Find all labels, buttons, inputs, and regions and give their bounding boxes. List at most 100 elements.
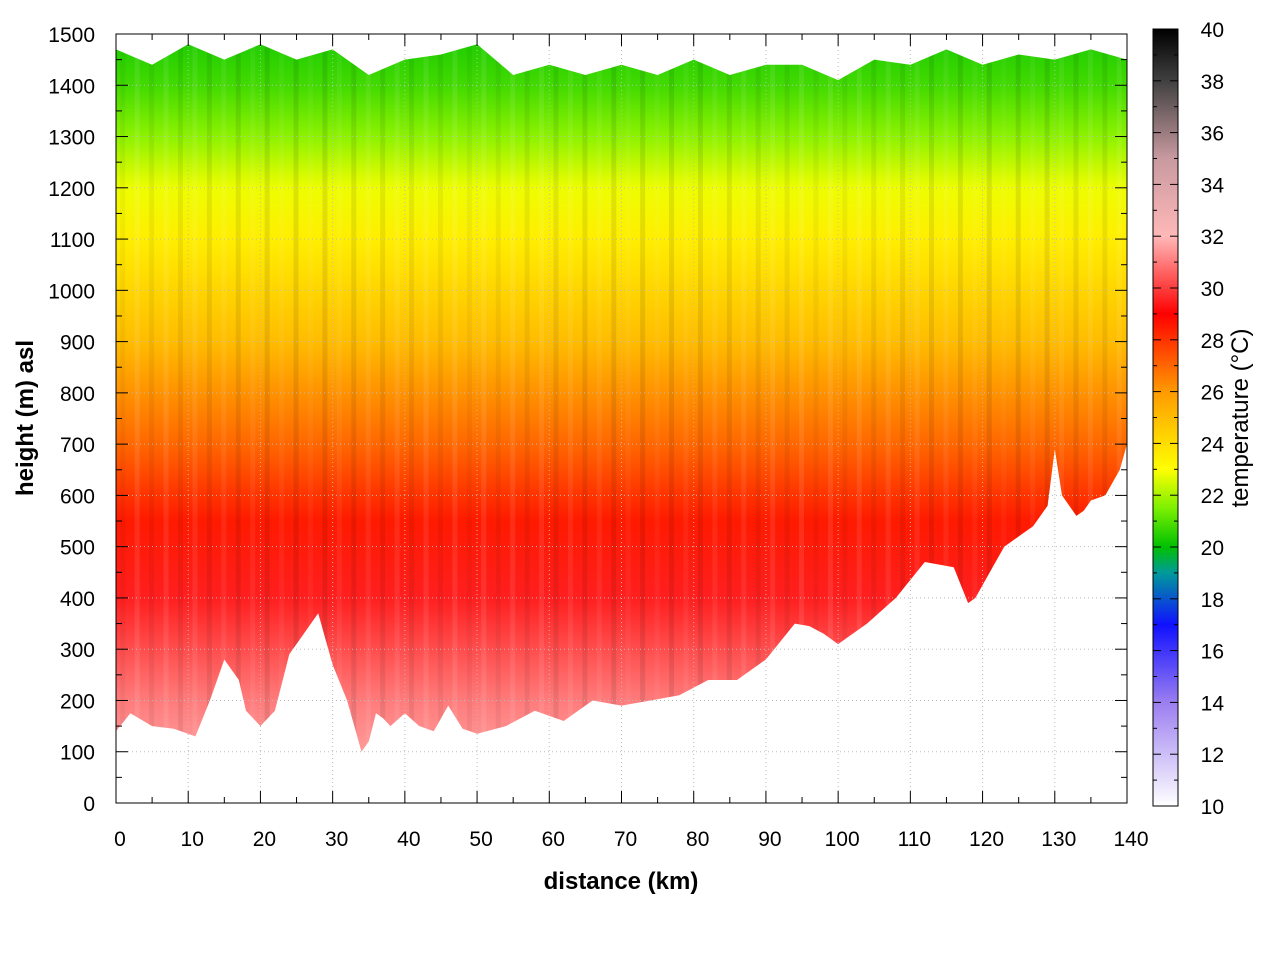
y-tick-label: 100: [60, 742, 95, 765]
texture-stripe: [452, 44, 458, 752]
axis-ticks: [115, 33, 1128, 804]
texture-stripe: [307, 44, 313, 752]
texture-stripe: [799, 44, 805, 752]
colorbar-tick-label: 12: [1201, 744, 1224, 767]
texture-stripe: [409, 44, 415, 752]
texture-stripe: [582, 44, 588, 752]
x-tick-label: 80: [686, 828, 709, 851]
colorbar-tick-label: 36: [1201, 123, 1224, 146]
texture-stripe: [914, 44, 920, 752]
texture-stripe: [437, 44, 443, 752]
texture-stripe: [929, 44, 935, 752]
x-tick-label: 40: [397, 828, 420, 851]
colorbar-tick-label: 30: [1201, 278, 1224, 301]
y-tick-label: 1500: [48, 24, 95, 47]
y-tick-label: 0: [83, 793, 95, 816]
texture-stripe: [669, 44, 675, 752]
colorbar-tick-label: 32: [1201, 226, 1224, 249]
texture-stripe: [625, 44, 631, 752]
texture-stripe: [842, 44, 848, 752]
x-tick-label: 140: [1113, 828, 1148, 851]
texture-stripe: [163, 44, 169, 752]
colorbar-tick-label: 10: [1201, 796, 1224, 819]
colorbar-tick-labels: 10 12 14 16 18 20 22 24 26 28 30 32 34 36 38 40: [1201, 19, 1225, 819]
colorbar-tick-label: 24: [1201, 433, 1225, 456]
texture-stripe: [900, 44, 906, 752]
x-tick-label: 60: [542, 828, 565, 851]
texture-stripe: [524, 44, 530, 752]
y-tick-label: 600: [60, 485, 95, 508]
texture-stripe: [741, 44, 747, 752]
y-tick-label: 1200: [48, 178, 95, 201]
x-tick-label: 70: [614, 828, 637, 851]
texture-stripe: [1059, 44, 1065, 752]
x-tick-label: 100: [825, 828, 860, 851]
texture-stripe: [755, 44, 761, 752]
texture-stripe: [365, 44, 371, 752]
texture-stripe: [120, 44, 126, 752]
texture-stripe: [871, 44, 877, 752]
x-axis-tick-labels: 0 10 20 30 40 50 60 70 80 90 100 110 120 130 140: [114, 828, 1148, 851]
y-tick-label: 800: [60, 383, 95, 406]
texture-stripe: [827, 44, 833, 752]
x-tick-label: 110: [898, 828, 931, 851]
colorbar-title: temperature (°C): [1227, 329, 1254, 508]
y-tick-label: 400: [60, 588, 95, 611]
colorbar-tick-label: 40: [1201, 19, 1224, 42]
plot-area: [115, 33, 1128, 804]
colorbar-ticks: [1153, 28, 1178, 807]
colorbar-tick-label: 14: [1201, 692, 1225, 715]
texture-stripe: [539, 44, 545, 752]
texture-stripe: [279, 44, 285, 752]
y-tick-label: 500: [60, 537, 95, 560]
texture-stripe: [813, 44, 819, 752]
x-tick-label: 90: [758, 828, 781, 851]
texture-stripe: [264, 44, 270, 752]
colorbar: 10 12 14 16 18 20 22 24 26 28 30 32 34 36 38 40 tempera…: [1152, 19, 1254, 819]
texture-stripe: [481, 44, 487, 752]
colorbar-tick-label: 26: [1201, 382, 1224, 405]
colorbar-tick-label: 34: [1201, 174, 1225, 197]
x-axis-title: distance (km): [544, 868, 699, 895]
texture-stripe: [943, 44, 949, 752]
texture-stripe: [596, 44, 602, 752]
texture-stripe: [1015, 44, 1021, 752]
colorbar-tick-label: 22: [1201, 485, 1224, 508]
texture-stripe: [495, 44, 501, 752]
colorbar-tick-label: 18: [1201, 589, 1224, 612]
texture-stripe: [394, 44, 400, 752]
texture-stripe: [149, 44, 155, 752]
texture-stripe: [134, 44, 140, 752]
texture-stripe: [293, 44, 299, 752]
texture-stripe: [640, 44, 646, 752]
x-tick-label: 50: [469, 828, 492, 851]
x-tick-label: 10: [181, 828, 204, 851]
texture-stripe: [250, 44, 256, 752]
y-axis-title: height (m) asl: [12, 340, 39, 496]
texture-stripe: [697, 44, 703, 752]
texture-stripe: [336, 44, 342, 752]
texture-stripe: [654, 44, 660, 752]
temperature-field-texture: [120, 44, 1122, 752]
texture-stripe: [206, 44, 212, 752]
texture-stripe: [683, 44, 689, 752]
texture-stripe: [885, 44, 891, 752]
texture-stripe: [957, 44, 963, 752]
texture-stripe: [1102, 44, 1108, 752]
texture-stripe: [235, 44, 241, 752]
colorbar-tick-label: 28: [1201, 330, 1224, 353]
texture-stripe: [221, 44, 227, 752]
grid-lines: [116, 34, 1127, 803]
texture-stripe: [466, 44, 472, 752]
texture-stripe: [770, 44, 776, 752]
y-tick-label: 900: [60, 332, 95, 355]
colorbar-tick-label: 20: [1201, 537, 1224, 560]
y-tick-label: 700: [60, 434, 95, 457]
texture-stripe: [856, 44, 862, 752]
y-tick-label: 1100: [50, 229, 95, 252]
texture-stripe: [177, 44, 183, 752]
y-axis-tick-labels: 0 100 200 300 400 500 600 700 800 900 1000 1100 1200…: [48, 24, 95, 816]
x-tick-label: 30: [325, 828, 348, 851]
colorbar-ramp: [1152, 28, 1179, 807]
texture-stripe: [1087, 44, 1093, 752]
